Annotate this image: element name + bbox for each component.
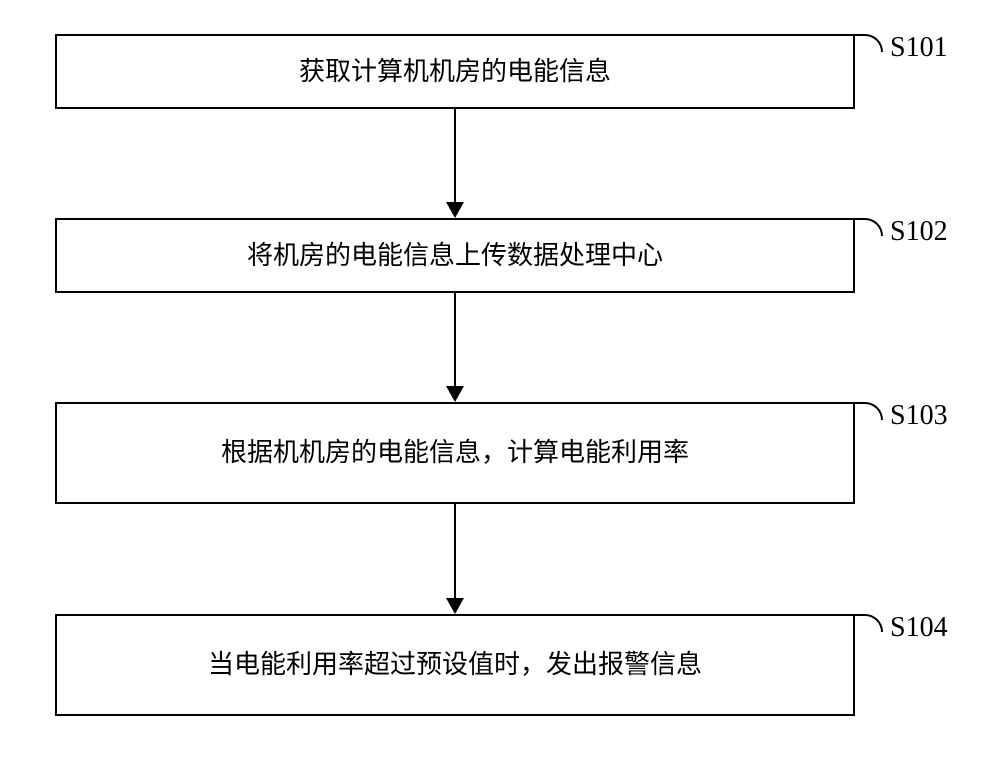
step-box-4: 当电能利用率超过预设值时，发出报警信息	[55, 614, 855, 716]
step-label-2: S102	[890, 216, 948, 248]
step-text-3: 根据机机房的电能信息，计算电能利用率	[221, 437, 689, 468]
step-box-3: 根据机机房的电能信息，计算电能利用率	[55, 402, 855, 504]
arrow-head-1	[446, 202, 464, 218]
connector-2	[843, 218, 883, 236]
connector-3	[843, 402, 883, 420]
step-text-2: 将机房的电能信息上传数据处理中心	[247, 240, 663, 271]
step-label-4: S104	[890, 612, 948, 644]
arrow-head-3	[446, 598, 464, 614]
step-text-4: 当电能利用率超过预设值时，发出报警信息	[208, 649, 702, 680]
connector-1	[843, 34, 883, 52]
flowchart-canvas: 获取计算机机房的电能信息 S101 将机房的电能信息上传数据处理中心 S102 …	[0, 0, 1000, 760]
step-label-1: S101	[890, 32, 948, 64]
step-box-1: 获取计算机机房的电能信息	[55, 34, 855, 109]
step-text-1: 获取计算机机房的电能信息	[299, 56, 611, 87]
arrow-line-2	[454, 293, 456, 386]
arrow-head-2	[446, 386, 464, 402]
connector-4	[843, 614, 883, 632]
step-box-2: 将机房的电能信息上传数据处理中心	[55, 218, 855, 293]
step-label-3: S103	[890, 400, 948, 432]
arrow-line-1	[454, 109, 456, 202]
arrow-line-3	[454, 504, 456, 598]
